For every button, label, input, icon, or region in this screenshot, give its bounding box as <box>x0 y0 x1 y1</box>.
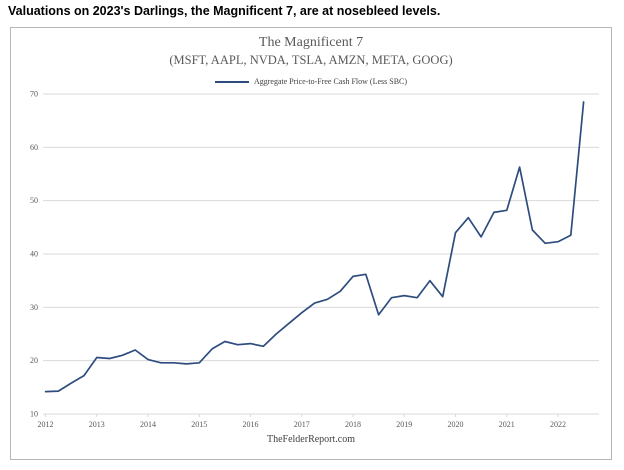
svg-text:2017: 2017 <box>294 420 310 429</box>
chart-subtitle: (MSFT, AAPL, NVDA, TSLA, AMZN, META, GOO… <box>169 53 453 67</box>
svg-text:2018: 2018 <box>345 420 361 429</box>
svg-text:50: 50 <box>30 196 38 205</box>
legend-label: Aggregate Price-to-Free Cash Flow (Less … <box>253 77 408 86</box>
svg-text:70: 70 <box>30 90 38 99</box>
svg-text:2015: 2015 <box>191 420 207 429</box>
page-headline: Valuations on 2023's Darlings, the Magni… <box>8 4 441 18</box>
svg-text:2019: 2019 <box>396 420 412 429</box>
svg-text:2020: 2020 <box>448 420 464 429</box>
svg-text:2022: 2022 <box>550 420 566 429</box>
chart-frame: The Magnificent 7 (MSFT, AAPL, NVDA, TSL… <box>10 27 612 460</box>
chart-title: The Magnificent 7 <box>258 35 364 50</box>
svg-text:30: 30 <box>30 303 38 312</box>
svg-text:60: 60 <box>30 143 38 152</box>
svg-text:2021: 2021 <box>499 420 515 429</box>
svg-text:2014: 2014 <box>140 420 156 429</box>
chart-source: TheFelderReport.com <box>266 434 356 445</box>
line-chart: 10 20 30 40 50 60 70 2012 2013 2014 2015 2016 2017 20… <box>30 90 599 429</box>
legend-line-swatch <box>214 80 249 83</box>
svg-text:2013: 2013 <box>89 420 105 429</box>
svg-text:2016: 2016 <box>243 420 259 429</box>
svg-text:2012: 2012 <box>38 420 54 429</box>
svg-text:10: 10 <box>30 410 38 419</box>
chart-legend: Aggregate Price-to-Free Cash Flow (Less … <box>11 77 611 86</box>
svg-text:40: 40 <box>30 250 38 259</box>
svg-text:20: 20 <box>30 356 38 365</box>
